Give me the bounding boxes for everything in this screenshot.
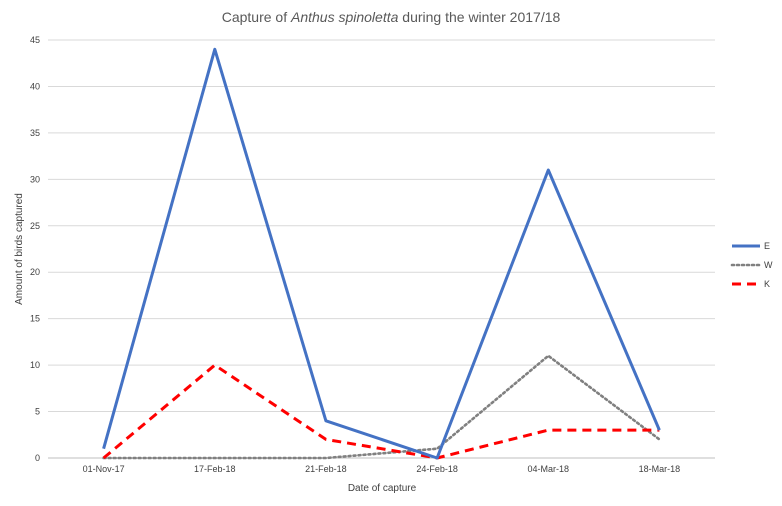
- y-tick-label: 15: [30, 314, 40, 324]
- gridlines: [48, 39, 715, 459]
- chart-title-species: Anthus spinoletta: [290, 9, 399, 25]
- legend-label-w: W: [764, 260, 773, 270]
- y-tick-label: 25: [30, 221, 40, 231]
- series-line-w: [102, 354, 661, 460]
- series-line-k: [102, 363, 660, 460]
- y-axis-ticks: 0 5 10 15 20 25 30 35 40 45: [30, 35, 40, 463]
- legend-label-e: E: [764, 241, 770, 251]
- chart-title-suffix: during the winter 2017/18: [398, 9, 560, 25]
- y-axis-title: Amount of birds captured: [14, 193, 25, 305]
- legend: EWK: [730, 241, 773, 289]
- x-axis-ticks: 01-Nov-17 17-Feb-18 21-Feb-18 24-Feb-18 04-M…: [83, 464, 681, 474]
- x-tick-label: 18-Mar-18: [639, 464, 681, 474]
- y-tick-label: 10: [30, 360, 40, 370]
- x-tick-label: 04-Mar-18: [527, 464, 569, 474]
- y-tick-label: 0: [35, 453, 40, 463]
- legend-label-k: K: [764, 279, 770, 289]
- chart-title-prefix: Capture of: [222, 9, 291, 25]
- series-lines: [102, 47, 661, 460]
- y-tick-label: 20: [30, 267, 40, 277]
- y-tick-label: 35: [30, 128, 40, 138]
- chart-title: Capture of Anthus spinoletta during the …: [222, 9, 561, 25]
- y-tick-label: 45: [30, 35, 40, 45]
- x-tick-label: 01-Nov-17: [83, 464, 125, 474]
- x-tick-label: 24-Feb-18: [416, 464, 458, 474]
- y-tick-label: 5: [35, 407, 40, 417]
- y-tick-label: 30: [30, 174, 40, 184]
- series-line-e: [102, 47, 661, 460]
- x-tick-label: 21-Feb-18: [305, 464, 347, 474]
- y-tick-label: 40: [30, 81, 40, 91]
- x-tick-label: 17-Feb-18: [194, 464, 236, 474]
- x-axis-title: Date of capture: [348, 483, 417, 494]
